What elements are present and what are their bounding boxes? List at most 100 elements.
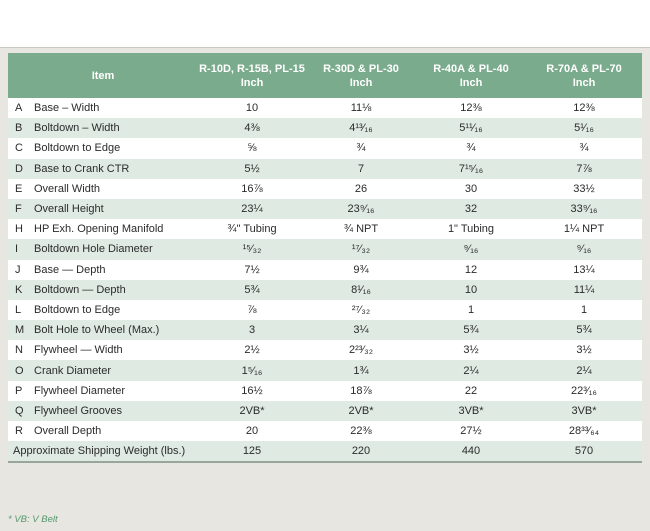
- spec-value: 570: [574, 445, 594, 458]
- table-row-o: O Crank Diameter 1⁵⁄₁₆ 1¾ 2¼ 2¼: [8, 360, 642, 381]
- spec-value: 33½: [573, 182, 595, 195]
- spec-value: 2²³⁄₃₂: [348, 344, 374, 357]
- header-col-unit: Inch: [572, 76, 596, 89]
- spec-value: 1: [467, 303, 475, 316]
- row-letter: B: [15, 122, 23, 135]
- spec-value: ⅝: [247, 142, 257, 155]
- row-letter: D: [15, 162, 23, 175]
- spec-value: ²⁷⁄₃₂: [351, 303, 371, 316]
- header-col-r30d: R-30D & PL-30 Inch: [306, 53, 416, 98]
- spec-value: 3½: [463, 344, 479, 357]
- table-row-k: K Boltdown — Depth 5¾ 8¹⁄₁₆ 10 11¼: [8, 279, 642, 300]
- row-item-label: Base to Crank CTR: [34, 162, 130, 175]
- spec-value: 440: [461, 445, 481, 458]
- table-row-m: M Bolt Hole to Wheel (Max.) 3 3¼ 5¾ 5¾: [8, 320, 642, 341]
- spec-value: 23⁹⁄₁₆: [347, 203, 375, 216]
- spec-value: 12⅜: [573, 102, 595, 115]
- spec-value: ¾: [356, 142, 366, 155]
- row-letter: E: [15, 182, 23, 195]
- header-col-r40a: R-40A & PL-40 Inch: [416, 53, 526, 98]
- spec-value: ¾: [466, 142, 476, 155]
- spec-value: 3VB*: [571, 404, 597, 417]
- spec-value: 3¼: [353, 324, 369, 337]
- row-item-label: Bolt Hole to Wheel (Max.): [34, 324, 160, 337]
- spec-value: 26: [354, 182, 368, 195]
- row-item-label: Boltdown — Depth: [34, 283, 126, 296]
- row-letter: A: [15, 102, 23, 115]
- row-letter: M: [15, 324, 25, 337]
- spec-value: 7: [357, 162, 365, 175]
- spec-value: 2VB*: [239, 404, 265, 417]
- row-item-label: Crank Diameter: [34, 364, 112, 377]
- row-item-label: Overall Depth: [34, 425, 102, 438]
- spec-value: 13¼: [573, 263, 595, 276]
- spec-table: Item R-10D, R-15B, PL-15 Inch R-30D & PL…: [8, 53, 642, 464]
- spec-value: ⅞: [247, 303, 257, 316]
- spec-value: 5¹⁄₁₆: [574, 122, 594, 135]
- spec-value: 2¼: [463, 364, 479, 377]
- row-letter: P: [15, 384, 23, 397]
- table-row-q: Q Flywheel Grooves 2VB* 2VB* 3VB* 3VB*: [8, 400, 642, 421]
- table-row-shipping-weight: Approximate Shipping Weight (lbs.) 125 2…: [8, 441, 642, 463]
- spec-value: 16½: [241, 384, 263, 397]
- spec-value: 4¹³⁄₁₆: [349, 122, 373, 135]
- row-item-label: Overall Height: [34, 203, 104, 216]
- row-letter: K: [15, 283, 23, 296]
- spec-value: 22: [464, 384, 478, 397]
- table-row-d: D Base to Crank CTR 5½ 7 7¹⁵⁄₁₆ 7⅞: [8, 158, 642, 179]
- spec-value: 18⅞: [350, 384, 372, 397]
- table-row-n: N Flywheel — Width 2½ 2²³⁄₃₂ 3½ 3½: [8, 340, 642, 361]
- spec-value: 7¹⁵⁄₁₆: [458, 162, 484, 175]
- spec-value: 125: [242, 445, 262, 458]
- row-letter: R: [15, 425, 23, 438]
- header-col-r10d: R-10D, R-15B, PL-15 Inch: [198, 53, 306, 98]
- header-col-models: R-30D & PL-30: [323, 62, 399, 75]
- spec-value: 22⅜: [350, 425, 372, 438]
- spec-value: 5¾: [576, 324, 592, 337]
- table-row-b: B Boltdown – Width 4⅜ 4¹³⁄₁₆ 5¹¹⁄₁₆ 5¹⁄₁…: [8, 118, 642, 139]
- row-letter: I: [15, 243, 19, 256]
- spec-value: ¾" Tubing: [227, 223, 277, 236]
- spec-value: 5¾: [463, 324, 479, 337]
- row-item-label: Boltdown to Edge: [34, 303, 121, 316]
- spec-value: 3VB*: [458, 404, 484, 417]
- spec-value: ¾: [579, 142, 589, 155]
- spec-value: 32: [464, 203, 478, 216]
- spec-value: 1" Tubing: [447, 223, 495, 236]
- row-letter: Q: [15, 404, 24, 417]
- spec-value: 28³³⁄₆₄: [568, 425, 600, 438]
- row-item-label: Base – Width: [34, 102, 100, 115]
- spec-value: 23¼: [241, 203, 263, 216]
- spec-value: 1⁵⁄₁₆: [241, 364, 263, 377]
- spec-value: 2¼: [576, 364, 592, 377]
- table-row-e: E Overall Width 16⅞ 26 30 33½: [8, 178, 642, 199]
- spec-value: 5¾: [244, 283, 260, 296]
- header-col-unit: Inch: [459, 76, 483, 89]
- spec-sheet-panel: Item R-10D, R-15B, PL-15 Inch R-30D & PL…: [0, 47, 650, 531]
- row-item-label: Boltdown Hole Diameter: [34, 243, 153, 256]
- row-letter: N: [15, 344, 23, 357]
- spec-value: 3½: [576, 344, 592, 357]
- spec-value: 220: [351, 445, 371, 458]
- spec-table-header: Item R-10D, R-15B, PL-15 Inch R-30D & PL…: [8, 53, 642, 98]
- row-letter: H: [15, 223, 23, 236]
- spec-value: 5¹¹⁄₁₆: [459, 122, 483, 135]
- table-row-f: F Overall Height 23¼ 23⁹⁄₁₆ 32 33⁹⁄₁₆: [8, 198, 642, 220]
- spec-value: 20: [245, 425, 259, 438]
- spec-value: 10: [464, 283, 478, 296]
- row-item-label: HP Exh. Opening Manifold: [34, 223, 164, 236]
- spec-value: 1¾: [353, 364, 369, 377]
- spec-value: 10: [245, 102, 259, 115]
- header-col-models: R-10D, R-15B, PL-15: [199, 62, 305, 75]
- spec-value: 12⅜: [460, 102, 482, 115]
- row-item-label: Base — Depth: [34, 263, 106, 276]
- row-letter: O: [15, 364, 24, 377]
- spec-value: 27½: [460, 425, 482, 438]
- table-row-j: J Base — Depth 7½ 9¾ 12 13¼: [8, 259, 642, 280]
- spec-value: 12: [464, 263, 478, 276]
- spec-value: 9¾: [353, 263, 369, 276]
- spec-value: 4⅜: [244, 122, 260, 135]
- spec-value: 11¼: [573, 283, 595, 296]
- row-item-label: Boltdown to Edge: [34, 142, 121, 155]
- row-item-label: Flywheel Diameter: [34, 384, 126, 397]
